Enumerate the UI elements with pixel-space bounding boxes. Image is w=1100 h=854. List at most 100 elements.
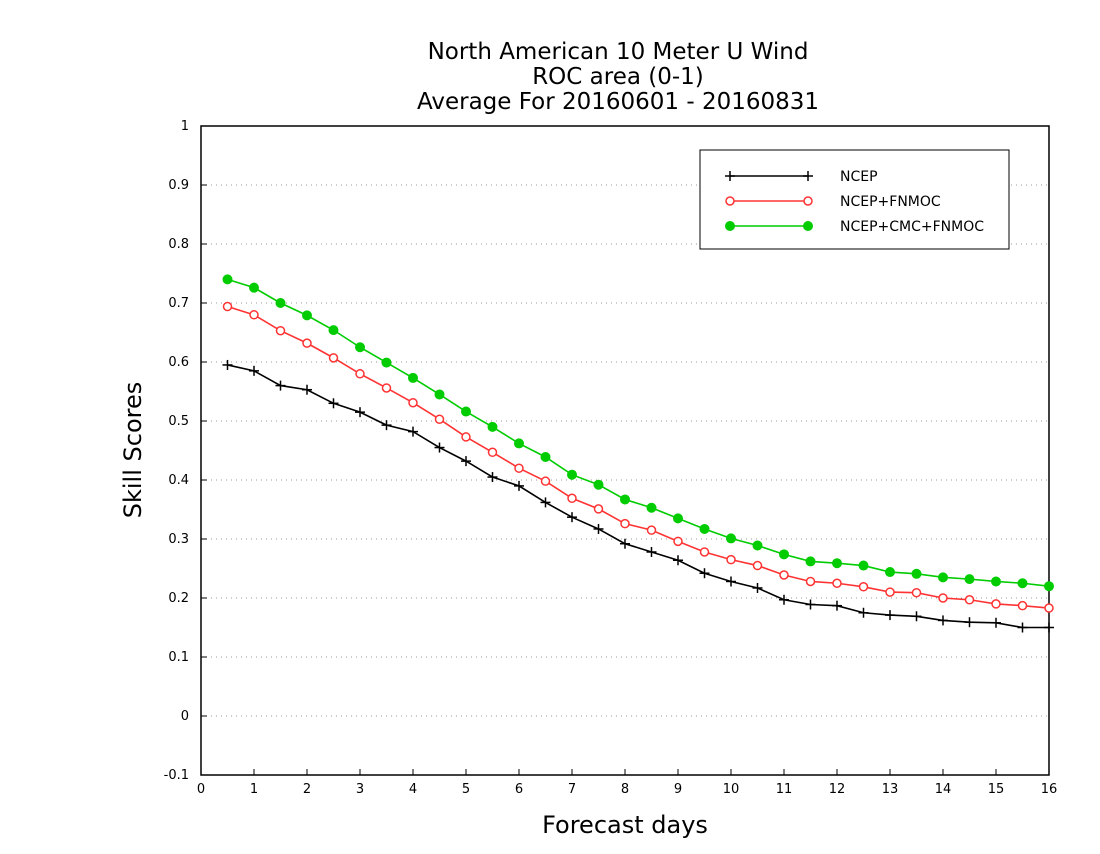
data-point-ncep-fnmoc	[1044, 603, 1054, 613]
data-point-ncep	[222, 359, 233, 370]
legend-item-ncep: NCEP	[725, 169, 878, 185]
data-point-ncep-cmc-fnmoc	[620, 494, 630, 505]
data-point-ncep-fnmoc	[858, 582, 869, 592]
x-tick-label: 0	[197, 782, 205, 797]
data-point-ncep-cmc-fnmoc	[779, 549, 789, 560]
x-tick-label: 13	[882, 782, 899, 797]
data-point-ncep	[858, 607, 869, 618]
data-point-ncep	[805, 599, 816, 610]
x-tick-label: 10	[723, 782, 740, 797]
x-axis-title: Forecast days	[542, 811, 708, 839]
x-tick-label: 14	[935, 782, 952, 797]
data-point-ncep-cmc-fnmoc	[328, 325, 339, 336]
data-point-ncep-cmc-fnmoc	[249, 282, 259, 293]
data-point-ncep	[487, 472, 498, 483]
x-tick-label: 2	[303, 782, 311, 797]
data-point-ncep-fnmoc	[408, 397, 418, 408]
data-point-ncep	[699, 568, 710, 579]
series-line-ncep-fnmoc	[227, 305, 1050, 609]
data-point-ncep	[302, 384, 312, 395]
data-point-ncep-cmc-fnmoc	[911, 568, 922, 579]
data-point-ncep-cmc-fnmoc	[567, 469, 577, 480]
data-point-ncep-cmc-fnmoc	[673, 513, 683, 524]
data-point-ncep	[1017, 622, 1028, 633]
series-ncep-fnmoc	[222, 301, 1054, 613]
data-point-ncep-fnmoc	[752, 560, 763, 571]
data-point-ncep	[567, 512, 577, 523]
legend-label: NCEP+FNMOC	[840, 194, 941, 210]
y-tick-label: 0.2	[168, 591, 189, 606]
x-tick-label: 3	[356, 782, 364, 797]
series-ncep	[222, 359, 1054, 633]
legend-marker	[803, 196, 813, 206]
data-point-ncep-fnmoc	[620, 518, 630, 529]
data-point-ncep-fnmoc	[911, 587, 922, 598]
data-point-ncep-cmc-fnmoc	[487, 421, 498, 432]
y-tick-label: 0	[181, 709, 189, 724]
axis-ticks: -0.100.10.20.30.40.50.60.70.80.910 1 2 3 4 5 6…	[164, 119, 1058, 797]
x-tick-label: 12	[829, 782, 846, 797]
data-point-ncep	[620, 538, 630, 549]
data-point-ncep-cmc-fnmoc	[964, 574, 975, 585]
legend-marker	[803, 221, 813, 231]
y-tick-label: 1	[181, 119, 189, 134]
data-point-ncep	[726, 576, 736, 587]
data-point-ncep-fnmoc	[593, 504, 604, 514]
data-point-ncep-cmc-fnmoc	[646, 502, 657, 513]
x-tick-label: 15	[988, 782, 1005, 797]
data-point-ncep-cmc-fnmoc	[699, 523, 710, 534]
data-point-ncep	[408, 426, 418, 437]
data-point-ncep-fnmoc	[461, 432, 471, 442]
x-tick-label: 1	[250, 782, 258, 797]
data-point-ncep-cmc-fnmoc	[832, 558, 842, 569]
data-point-ncep	[964, 617, 975, 628]
data-point-ncep	[911, 611, 922, 622]
data-point-ncep-cmc-fnmoc	[1017, 578, 1028, 589]
data-point-ncep-cmc-fnmoc	[434, 389, 445, 400]
chart-title-line-3: Average For 20160601 - 20160831	[417, 89, 819, 115]
data-point-ncep	[646, 546, 657, 557]
data-point-ncep	[673, 555, 683, 566]
data-point-ncep-fnmoc	[699, 547, 710, 557]
data-point-ncep-fnmoc	[302, 338, 312, 348]
data-point-ncep	[514, 480, 524, 491]
legend-label: NCEP	[840, 169, 878, 185]
series-line-ncep	[227, 364, 1049, 629]
x-tick-label: 5	[462, 782, 470, 797]
data-point-ncep	[593, 523, 604, 534]
data-point-ncep	[355, 407, 365, 418]
legend-marker	[803, 171, 813, 181]
chart-title-line-1: North American 10 Meter U Wind	[428, 39, 809, 65]
data-point-ncep-fnmoc	[991, 599, 1001, 609]
data-point-ncep	[328, 398, 339, 409]
data-point-ncep-fnmoc	[275, 325, 286, 336]
data-point-ncep-cmc-fnmoc	[593, 479, 604, 490]
x-tick-label: 8	[621, 782, 629, 797]
data-point-ncep-fnmoc	[779, 570, 789, 580]
data-point-ncep-fnmoc	[726, 554, 736, 565]
data-point-ncep-cmc-fnmoc	[514, 438, 524, 449]
data-point-ncep-fnmoc	[434, 414, 445, 424]
x-tick-label: 11	[776, 782, 793, 797]
data-point-ncep-fnmoc	[938, 593, 948, 603]
data-point-ncep-fnmoc	[567, 493, 577, 504]
y-tick-label: 0.4	[168, 473, 189, 488]
data-point-ncep-cmc-fnmoc	[461, 406, 471, 417]
data-point-ncep-fnmoc	[673, 536, 683, 547]
series-ncep-cmc-fnmoc	[222, 274, 1054, 592]
x-tick-label: 7	[568, 782, 576, 797]
data-point-ncep-fnmoc	[964, 595, 975, 605]
y-tick-label: 0.6	[168, 355, 189, 370]
legend: NCEP NCEP+FNMOC NCEP+CMC+FNMOC	[699, 149, 1010, 250]
legend-label: NCEP+CMC+FNMOC	[840, 219, 984, 235]
data-point-ncep	[885, 610, 895, 621]
y-tick-label: -0.1	[164, 768, 189, 783]
data-point-ncep-cmc-fnmoc	[540, 451, 551, 462]
data-point-ncep-fnmoc	[381, 383, 392, 393]
data-point-ncep	[249, 365, 259, 376]
x-tick-label: 6	[515, 782, 523, 797]
chart-title-line-2: ROC area (0-1)	[532, 64, 704, 90]
data-point-ncep-fnmoc	[514, 463, 524, 473]
